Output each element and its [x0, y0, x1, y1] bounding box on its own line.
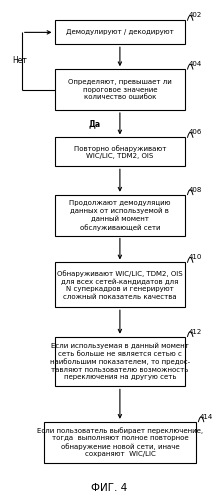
FancyBboxPatch shape	[54, 195, 185, 236]
Text: Да: Да	[89, 119, 101, 128]
Text: Определяют, превышает ли
пороговое значение
количество ошибок: Определяют, превышает ли пороговое значе…	[68, 79, 172, 100]
Text: 406: 406	[189, 129, 202, 135]
Text: Продолжают демодуляцию
данных от используемой в
данный момент
обслуживающей сети: Продолжают демодуляцию данных от использ…	[69, 200, 171, 231]
Text: 414: 414	[199, 414, 213, 420]
Text: Демодулируют / декодируют: Демодулируют / декодируют	[66, 29, 174, 35]
Text: 402: 402	[189, 12, 202, 18]
FancyBboxPatch shape	[54, 137, 185, 166]
Text: 404: 404	[189, 61, 202, 67]
Text: 412: 412	[189, 329, 202, 335]
FancyBboxPatch shape	[54, 69, 185, 110]
FancyBboxPatch shape	[54, 20, 185, 44]
Text: 408: 408	[189, 187, 202, 193]
FancyBboxPatch shape	[44, 422, 196, 463]
Text: Если используемая в данный момент
сеть больше не является сетью с
наибольшим пок: Если используемая в данный момент сеть б…	[50, 343, 190, 380]
Text: Нет: Нет	[12, 56, 27, 65]
FancyBboxPatch shape	[54, 337, 185, 386]
Text: 410: 410	[189, 254, 202, 260]
FancyBboxPatch shape	[54, 262, 185, 307]
Text: Если пользователь выбирает переключение,
тогда  выполняют полное повторное
обнар: Если пользователь выбирает переключение,…	[37, 427, 203, 458]
Text: Обнаруживают WIC/LIC, TDM2, OIS
для всех сетей-кандидатов для
N суперкадров и ге: Обнаруживают WIC/LIC, TDM2, OIS для всех…	[57, 270, 183, 300]
Text: ФИГ. 4: ФИГ. 4	[91, 483, 127, 493]
Text: Повторно обнаруживают
WIC/LIC, TDM2, OIS: Повторно обнаруживают WIC/LIC, TDM2, OIS	[74, 145, 166, 159]
